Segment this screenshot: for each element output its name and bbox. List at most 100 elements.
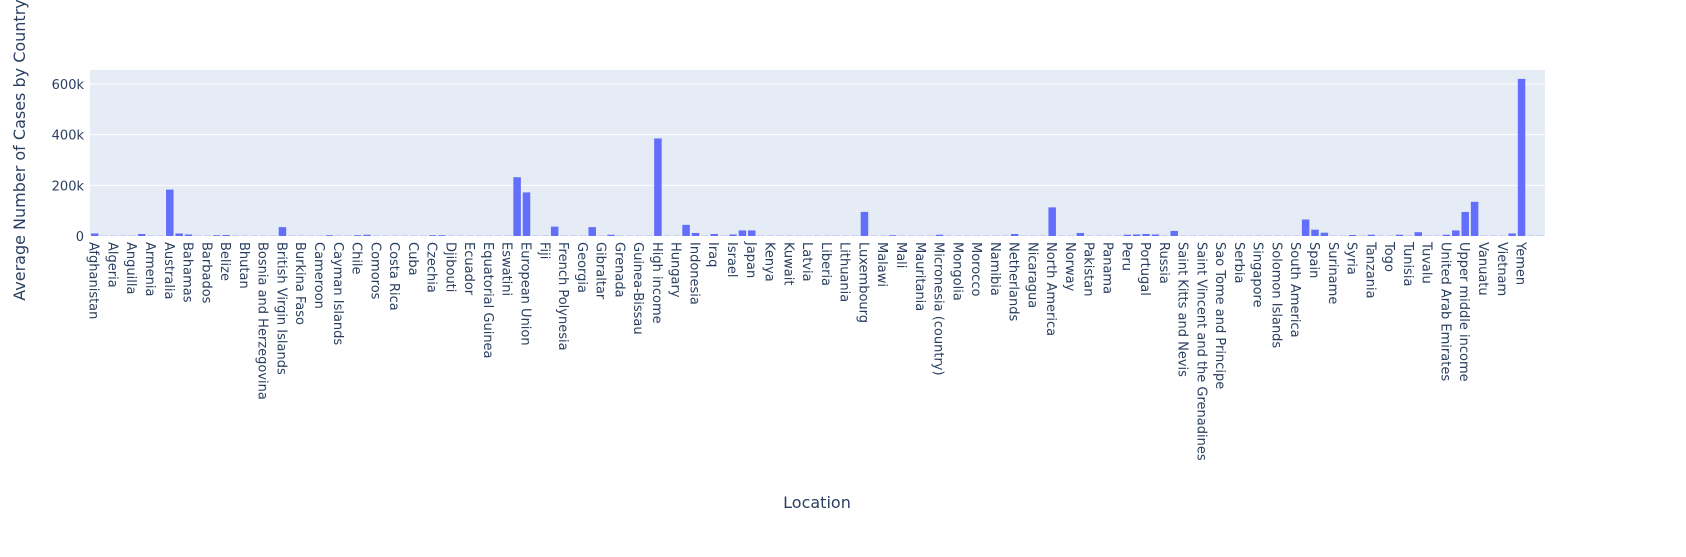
- x-tick-label: Netherlands: [1006, 242, 1021, 321]
- x-tick-label: Panama: [1100, 242, 1115, 294]
- x-tick-label: Cayman Islands: [330, 242, 345, 345]
- bar: [1142, 234, 1150, 236]
- x-tick-label: Equatorial Guinea: [480, 242, 495, 359]
- bar: [551, 227, 559, 236]
- x-tick-label: Vanuatu: [1475, 242, 1490, 296]
- bar: [692, 233, 700, 236]
- bar: [91, 233, 99, 236]
- x-tick-label: Algeria: [104, 242, 119, 288]
- y-tick-label: 0: [76, 230, 84, 245]
- bar: [1302, 220, 1310, 236]
- x-tick-label: Yemen: [1513, 241, 1528, 285]
- bar: [1415, 232, 1423, 236]
- x-tick-label: Fiji: [536, 242, 551, 259]
- x-tick-label: Iraq: [705, 242, 720, 267]
- plot-background: [90, 70, 1545, 236]
- x-tick-label: Anguilla: [123, 242, 138, 294]
- x-tick-label: Liberia: [818, 242, 833, 286]
- bar: [1396, 235, 1404, 236]
- x-tick-label: Afghanistan: [86, 242, 101, 319]
- bar: [185, 234, 193, 236]
- x-tick-label: Mauritania: [912, 242, 927, 311]
- x-tick-label: Georgia: [574, 242, 589, 293]
- x-tick-label: Barbados: [198, 242, 213, 304]
- x-tick-label: Nicaragua: [1024, 242, 1039, 308]
- x-tick-label: Syria: [1344, 242, 1359, 275]
- x-tick-label: Russia: [1156, 242, 1171, 284]
- x-tick-label: Czechia: [424, 242, 439, 293]
- x-tick-label: Bosnia and Herzegovina: [255, 242, 270, 400]
- x-tick-label: Tuvalu: [1419, 241, 1434, 284]
- x-tick-label: Eswatini: [499, 242, 514, 296]
- bar: [1133, 234, 1141, 236]
- bar: [213, 235, 221, 236]
- x-axis-title: Location: [783, 493, 851, 512]
- bar: [175, 233, 183, 236]
- x-tick-label: Solomon Islands: [1268, 242, 1283, 348]
- bar: [222, 235, 230, 236]
- x-tick-label: Kenya: [762, 242, 777, 282]
- x-tick-label: Gibraltar: [593, 242, 608, 300]
- x-tick-label: Armenia: [142, 242, 157, 297]
- bar: [1077, 233, 1085, 236]
- x-tick-label: Upper middle income: [1456, 242, 1471, 382]
- x-tick-label: Mali: [893, 242, 908, 268]
- x-tick-label: Sao Tome and Principe: [1212, 242, 1227, 389]
- x-tick-label: Spain: [1306, 242, 1321, 278]
- y-axis-title: Average Number of Cases by Country: [10, 0, 29, 301]
- bar: [1170, 231, 1178, 236]
- x-tick-label: Hungary: [668, 242, 683, 298]
- bar: [710, 234, 718, 236]
- bar: [1349, 235, 1357, 236]
- x-tick-label: Bhutan: [236, 242, 251, 289]
- bar: [279, 227, 287, 236]
- x-tick-label: Mongolia: [949, 242, 964, 301]
- bar: [523, 192, 531, 236]
- x-tick-label: United Arab Emirates: [1437, 242, 1452, 381]
- x-tick-label: Singapore: [1250, 242, 1265, 308]
- x-tick-label: Morocco: [968, 242, 983, 296]
- x-tick-label: Micronesia (country): [931, 242, 946, 376]
- x-tick-label: Portugal: [1137, 242, 1152, 296]
- x-tick-label: Guinea-Bissau: [630, 242, 645, 335]
- bar: [607, 235, 615, 236]
- x-tick-label: North America: [1043, 242, 1058, 336]
- bar: [138, 234, 146, 236]
- x-tick-label: Togo: [1381, 241, 1396, 272]
- x-tick-label: Tunisia: [1400, 241, 1415, 286]
- bar: [1471, 202, 1479, 236]
- x-tick-label: Bahamas: [180, 242, 195, 303]
- bar: [1443, 235, 1451, 236]
- x-tick-label: Lithuania: [837, 242, 852, 302]
- x-tick-label: Peru: [1118, 242, 1133, 271]
- bar: [1518, 79, 1526, 236]
- bar: [889, 235, 897, 236]
- x-tick-label: British Virgin Islands: [273, 242, 288, 375]
- x-tick-label: Norway: [1062, 242, 1077, 292]
- x-tick-label: European Union: [518, 242, 533, 346]
- x-tick-label: South America: [1287, 242, 1302, 338]
- bar: [1048, 207, 1056, 236]
- bar: [438, 235, 446, 236]
- x-tick-label: Luxembourg: [855, 242, 870, 323]
- x-tick-label: Cuba: [405, 242, 420, 276]
- bar: [1011, 234, 1019, 236]
- bar: [861, 212, 869, 236]
- bar: [1152, 234, 1160, 236]
- x-tick-label: Cameroon: [311, 242, 326, 309]
- x-tick-label: Latvia: [799, 242, 814, 282]
- bar: [166, 190, 174, 236]
- x-tick-label: Costa Rica: [386, 242, 401, 311]
- y-tick-label: 400k: [52, 129, 85, 144]
- x-tick-label: French Polynesia: [555, 242, 570, 351]
- bar: [729, 234, 737, 236]
- x-tick-label: Vietnam: [1494, 242, 1509, 296]
- bar: [739, 230, 747, 236]
- x-tick-label: Serbia: [1231, 242, 1246, 283]
- bar: [363, 235, 371, 236]
- x-tick-label: Kuwait: [780, 242, 795, 285]
- x-tick-label: High income: [649, 242, 664, 324]
- x-tick-label: Comoros: [367, 242, 382, 300]
- x-tick-label: Saint Vincent and the Grenadines: [1193, 242, 1208, 461]
- bar: [588, 227, 596, 236]
